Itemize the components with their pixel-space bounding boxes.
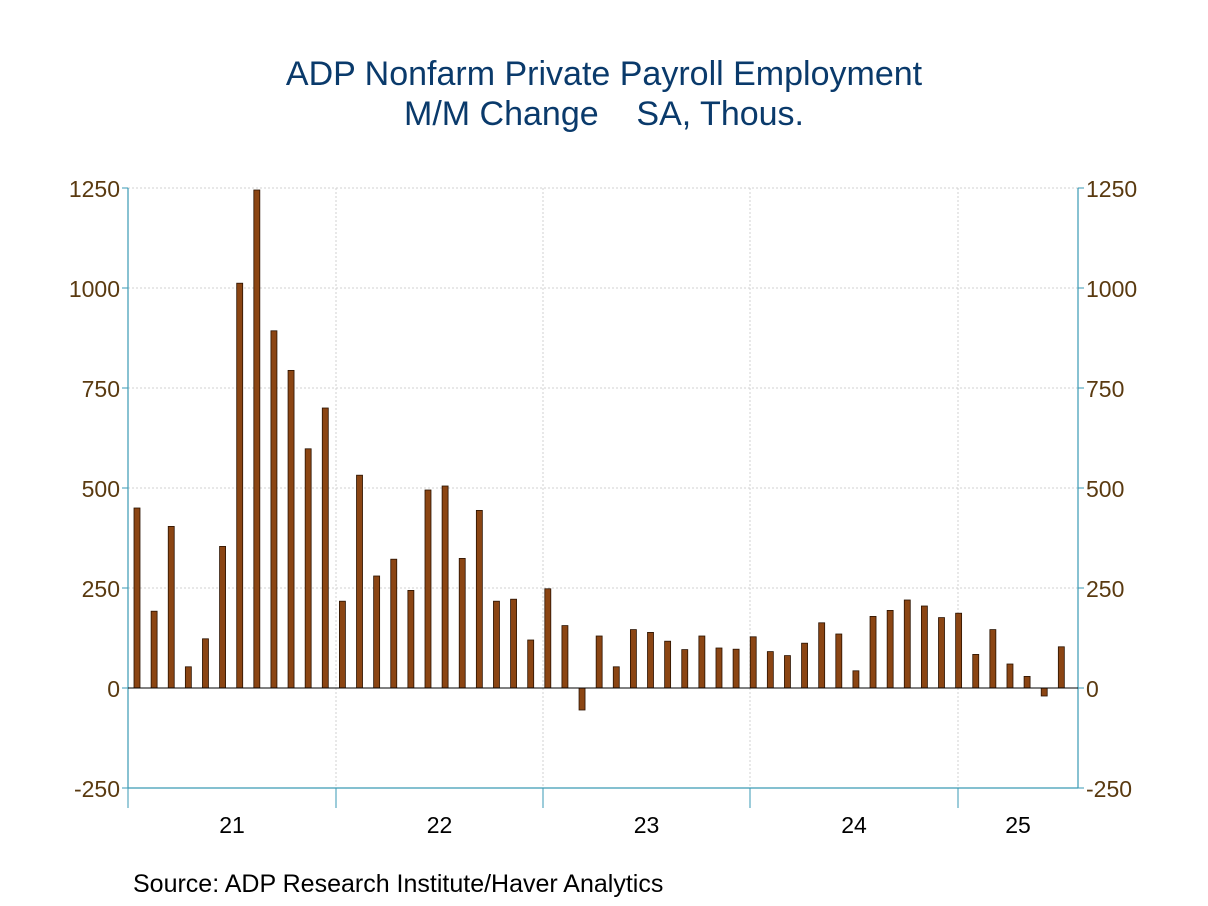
y-tick-label-left: 750 [82,376,120,402]
x-tick-label: 25 [1005,812,1031,838]
bar [698,635,706,689]
x-tick-label: 21 [219,812,245,838]
bar [321,407,329,689]
bar [493,600,500,689]
y-tick-label-left: 1000 [69,276,120,302]
chart-title: ADP Nonfarm Private Payroll Employment [285,55,923,93]
bar [664,640,672,689]
bar [236,282,244,689]
bar [972,654,980,689]
bar [920,605,928,689]
y-tick-label-left: 250 [82,576,120,602]
bar [202,638,209,689]
bar [356,474,363,689]
bar [527,639,535,689]
bar [510,598,517,689]
bar [339,600,346,689]
x-tick-label: 24 [841,812,867,838]
x-tick-label: 22 [427,812,453,838]
bar [989,629,997,689]
bar [732,648,740,689]
bar [561,625,569,689]
bar [886,610,894,689]
source-note: Source: ADP Research Institute/Haver Ana… [133,870,664,898]
y-tick-label-right: -250 [1086,776,1132,802]
bar [287,369,295,689]
bar [578,687,586,711]
y-tick-label-right: 0 [1086,676,1099,702]
bar [629,629,637,689]
bar [715,647,723,689]
bar [1006,663,1014,689]
bar [150,610,158,689]
bar [133,507,141,689]
bar [801,642,808,689]
bar [1040,687,1048,697]
bar [1023,676,1031,689]
bar [1057,646,1065,689]
y-tick-label-left: 500 [82,476,120,502]
bar [373,575,381,689]
bar [441,485,449,689]
bar [458,558,466,689]
y-tick-label-right: 750 [1086,376,1124,402]
x-tick-label: 23 [634,812,660,838]
bar [681,649,689,689]
bar [304,448,312,689]
bar [544,588,552,689]
y-tick-label-left: 0 [107,676,120,702]
bar [407,590,415,689]
bar [270,330,278,689]
bar [595,635,603,689]
bar [424,489,432,689]
bar [184,666,192,689]
bar [766,651,774,689]
bar [938,617,945,689]
bar [647,632,654,689]
y-tick-label-right: 1000 [1086,276,1137,302]
bar [903,599,911,689]
bar [253,189,261,689]
bar [167,526,175,689]
y-tick-label-right: 1250 [1086,176,1137,202]
chart-subtitle: M/M Change SA, Thous. [404,95,804,133]
y-tick-label-left: 1250 [69,176,120,202]
y-tick-label-right: 500 [1086,476,1124,502]
y-tick-label-left: -250 [74,776,120,802]
bar [835,633,843,689]
y-tick-label-right: 250 [1086,576,1124,602]
bar [749,636,757,689]
bar [955,612,963,689]
bar [475,509,483,689]
bar [869,616,877,689]
bar [612,666,620,689]
bar [818,622,826,689]
bar [219,546,226,689]
bar [390,558,398,689]
bar [784,655,791,689]
bar [852,670,860,689]
